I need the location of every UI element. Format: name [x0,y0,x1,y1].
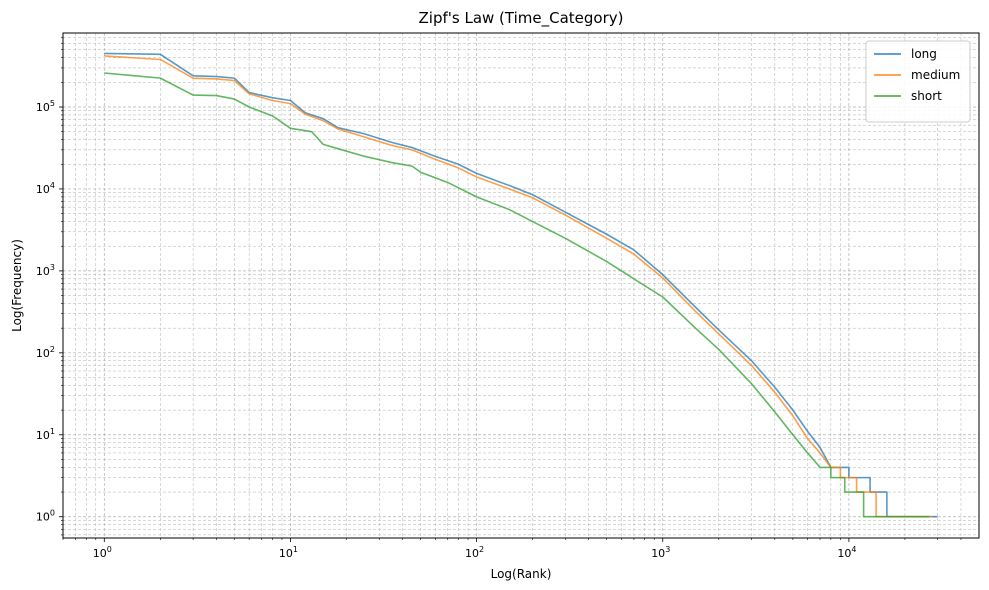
series-line-medium [104,55,933,518]
legend: long medium short [865,40,971,123]
axes-frame [62,32,980,539]
legend-box [865,40,971,123]
series-line-short [104,72,930,518]
legend-label-medium: medium [911,68,960,82]
y-axis-label: Log(Frequency) [10,239,24,332]
chart-title: Zipf's Law (Time_Category) [419,9,624,28]
minor-grid [62,33,979,538]
legend-label-short: short [911,89,942,103]
legend-label-long: long [911,47,937,61]
series-line-long [104,52,938,518]
x-axis-label: Log(Rank) [491,567,552,581]
major-grid [63,33,979,538]
series-layer [104,52,938,518]
